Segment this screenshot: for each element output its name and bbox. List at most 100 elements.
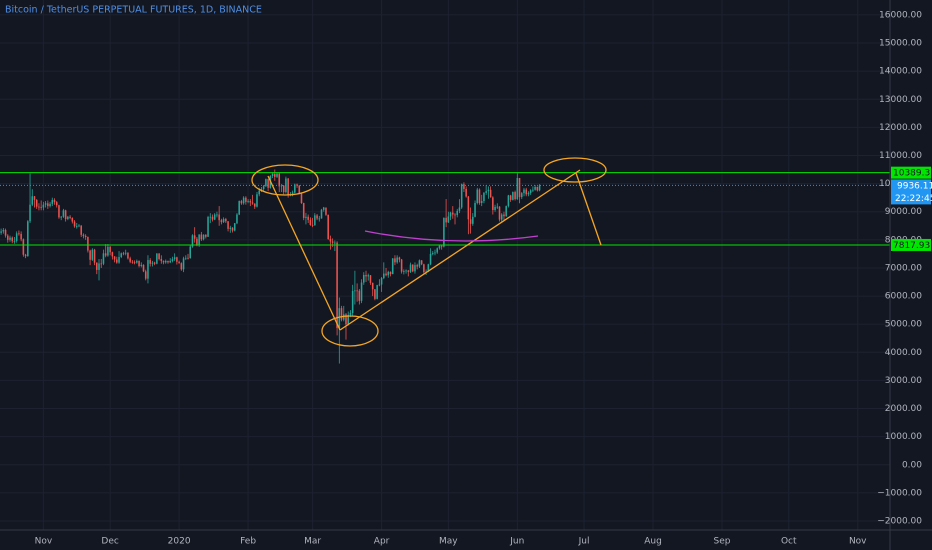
x-tick-label: Dec bbox=[101, 537, 118, 547]
annotation-line bbox=[267, 175, 341, 331]
candle-body bbox=[396, 257, 398, 263]
candle-body bbox=[7, 235, 9, 240]
candle-body bbox=[320, 209, 323, 219]
y-tick-label: 0.00 bbox=[902, 460, 922, 470]
level-label-box bbox=[891, 166, 931, 179]
candle-body bbox=[287, 178, 289, 195]
annotation-ellipse bbox=[251, 164, 319, 196]
candle-body bbox=[240, 201, 243, 204]
candle-body bbox=[416, 265, 418, 267]
y-tick-label: 9000.00 bbox=[885, 207, 922, 217]
candle-body bbox=[280, 185, 283, 187]
candle-body bbox=[407, 270, 410, 272]
candle-body bbox=[158, 253, 160, 259]
candle-body bbox=[311, 224, 314, 226]
candle-body bbox=[265, 179, 267, 187]
candle-body bbox=[182, 258, 185, 270]
candle-body bbox=[122, 253, 125, 255]
candle-body bbox=[409, 264, 412, 272]
candle-body bbox=[498, 206, 501, 220]
candle-body bbox=[245, 197, 247, 202]
candle-body bbox=[193, 235, 196, 239]
x-tick-label: May bbox=[439, 537, 458, 547]
candle-body bbox=[309, 219, 312, 225]
candle-body bbox=[514, 192, 516, 200]
candle-body bbox=[307, 216, 309, 220]
candle-body bbox=[167, 260, 169, 263]
candle-body bbox=[305, 216, 307, 218]
candle-body bbox=[20, 233, 22, 240]
candle-body bbox=[282, 185, 285, 193]
candle-body bbox=[414, 265, 416, 272]
candle-body bbox=[485, 191, 487, 193]
candle-body bbox=[325, 207, 327, 215]
candle-body bbox=[278, 173, 281, 187]
candle-body bbox=[314, 215, 316, 226]
candle-body bbox=[351, 291, 354, 313]
x-tick-label: Aug bbox=[644, 537, 662, 547]
candle-body bbox=[225, 219, 227, 222]
candle-body bbox=[93, 249, 96, 263]
candle-body bbox=[51, 199, 54, 204]
candle-body bbox=[302, 203, 305, 218]
candle-body bbox=[358, 290, 361, 301]
candle-body bbox=[162, 260, 165, 263]
candle-body bbox=[371, 282, 374, 290]
candle-body bbox=[196, 238, 198, 245]
candle-body bbox=[124, 252, 127, 254]
y-tick-label: 6000.00 bbox=[885, 292, 922, 302]
y-tick-label: 12000.00 bbox=[879, 123, 922, 133]
candle-body bbox=[116, 259, 118, 263]
candle-body bbox=[376, 285, 378, 299]
candle-body bbox=[82, 234, 85, 236]
candle-body bbox=[27, 221, 29, 257]
candle-body bbox=[474, 203, 476, 217]
candle-body bbox=[109, 246, 111, 253]
candle-body bbox=[91, 249, 94, 260]
candle-body bbox=[489, 189, 492, 198]
candle-body bbox=[463, 184, 465, 189]
candle-body bbox=[120, 253, 123, 257]
candle-body bbox=[500, 214, 503, 220]
candle-body bbox=[131, 261, 134, 263]
candle-body bbox=[431, 253, 434, 254]
x-tick-label: Mar bbox=[304, 537, 321, 547]
candle-body bbox=[11, 237, 14, 242]
candle-body bbox=[383, 273, 385, 279]
annotation-ellipse bbox=[543, 157, 607, 183]
candle-body bbox=[434, 252, 436, 254]
candle-body bbox=[534, 186, 536, 190]
candle-body bbox=[483, 192, 485, 202]
candle-body bbox=[389, 271, 392, 275]
candle-body bbox=[512, 192, 514, 200]
x-tick-label: Sep bbox=[714, 537, 731, 547]
candle-body bbox=[207, 217, 209, 237]
annotation-arc bbox=[364, 230, 539, 242]
candle-body bbox=[538, 185, 541, 191]
candle-body bbox=[47, 203, 49, 207]
candle-body bbox=[58, 205, 60, 218]
candle-body bbox=[40, 206, 42, 208]
candle-body bbox=[385, 273, 387, 276]
candle-body bbox=[274, 173, 276, 177]
candle-body bbox=[216, 214, 218, 216]
candle-body bbox=[367, 275, 370, 277]
candle-body bbox=[29, 204, 31, 222]
candle-body bbox=[60, 216, 62, 218]
candle-body bbox=[509, 195, 512, 200]
candle-body bbox=[445, 217, 447, 223]
candle-body bbox=[247, 201, 249, 202]
y-tick-label: 11000.00 bbox=[879, 151, 922, 161]
candle-body bbox=[331, 241, 334, 243]
drawings bbox=[251, 157, 607, 347]
x-tick-label: Nov bbox=[849, 537, 867, 547]
candle-body bbox=[71, 217, 74, 222]
candle-body bbox=[345, 314, 347, 325]
candle-body bbox=[4, 229, 7, 236]
candle-body bbox=[133, 262, 136, 264]
x-tick-label: Oct bbox=[781, 537, 797, 547]
candle-body bbox=[205, 234, 207, 237]
candle-body bbox=[69, 216, 71, 218]
candle-body bbox=[487, 189, 490, 192]
level-label: 7817.93 bbox=[893, 241, 930, 251]
